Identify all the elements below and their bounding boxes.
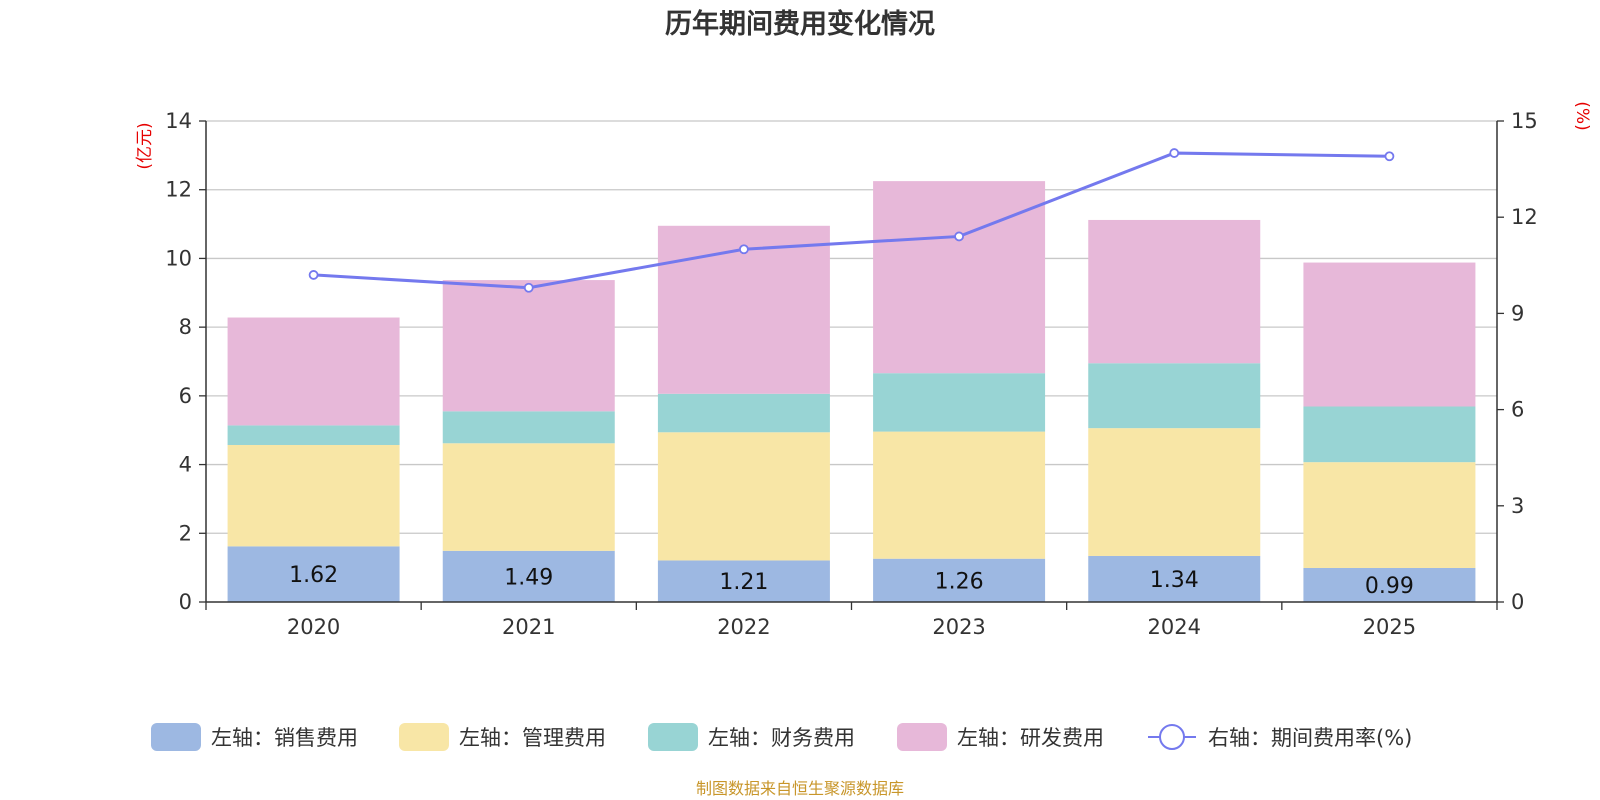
right-tick-label: 3 (1511, 494, 1524, 518)
bar-1-2021 (442, 443, 615, 551)
source-note: 制图数据来自恒生聚源数据库 (696, 779, 904, 798)
x-tick-label: 2025 (1363, 615, 1416, 639)
left-tick-label: 0 (179, 590, 192, 614)
legend-label: 左轴：销售费用 (211, 726, 358, 750)
legend-swatch (897, 723, 947, 751)
bar-3-2020 (227, 317, 400, 426)
legend-swatch (648, 723, 698, 751)
bar-3-2024 (1088, 219, 1261, 364)
left-tick-label: 8 (179, 315, 192, 339)
bar-3-2025 (1303, 262, 1476, 407)
legend-label: 左轴：研发费用 (957, 726, 1104, 750)
legend-label: 左轴：管理费用 (459, 726, 606, 750)
legend-label: 右轴：期间费用率(%) (1208, 726, 1412, 750)
bar-1-2022 (657, 432, 830, 561)
bar-2-2022 (657, 393, 830, 433)
bar-0-2024 (1088, 555, 1261, 602)
rate-point-2024 (1169, 148, 1180, 158)
bar-1-2024 (1088, 428, 1261, 556)
bar-1-2025 (1303, 462, 1476, 568)
bar-data-label: 1.26 (935, 569, 984, 594)
left-axis-unit: (亿元) (135, 122, 155, 169)
bar-3-2023 (873, 181, 1046, 374)
bar-0-2025 (1303, 567, 1476, 602)
right-tick-label: 12 (1511, 205, 1538, 229)
bar-data-label: 0.99 (1365, 574, 1414, 599)
x-tick-label: 2022 (717, 615, 770, 639)
chart-title: 历年期间费用变化情况 (665, 8, 935, 40)
right-tick-label: 0 (1511, 590, 1524, 614)
left-tick-label: 12 (165, 178, 192, 202)
bar-2-2025 (1303, 406, 1476, 463)
rate-point-2022 (739, 244, 749, 255)
left-tick-label: 2 (179, 521, 192, 545)
left-tick-label: 10 (165, 246, 192, 270)
axes: 0 2 4 6 8 10 12 14 0 3 6 9 12 15 2020 2021 2022 2023 2024 2… (165, 109, 1537, 639)
legend: 左轴：销售费用 左轴：管理费用 左轴：财务费用 左轴：研发费用 右轴：期间费用率(%) (151, 723, 1412, 751)
bar-series (227, 181, 1476, 602)
right-tick-label: 6 (1511, 398, 1524, 422)
grid-lines (206, 120, 1497, 534)
legend-label: 左轴：财务费用 (708, 726, 855, 750)
x-tick-label: 2023 (932, 615, 985, 639)
x-tick-label: 2020 (287, 615, 340, 639)
left-tick-label: 6 (179, 384, 192, 408)
line-series (308, 148, 1395, 293)
bar-2-2024 (1088, 363, 1261, 429)
bar-0-2020 (227, 546, 400, 602)
bar-3-2021 (442, 280, 615, 412)
rate-point-2020 (308, 270, 319, 280)
bar-0-2021 (442, 550, 615, 602)
bar-2-2021 (442, 411, 615, 444)
rate-point-2023 (954, 231, 964, 242)
bar-1-2023 (873, 431, 1046, 559)
left-tick-label: 4 (179, 453, 192, 477)
bar-1-2020 (227, 444, 400, 547)
bar-0-2022 (657, 560, 830, 602)
legend-circle-icon (1159, 724, 1185, 750)
right-axis-unit: (%) (1572, 101, 1592, 130)
x-tick-label: 2021 (502, 615, 555, 639)
x-tick-label: 2024 (1148, 615, 1201, 639)
legend-swatch (399, 723, 449, 751)
bar-0-2023 (873, 558, 1046, 602)
bar-data-label: 1.21 (719, 570, 768, 595)
right-tick-label: 15 (1511, 109, 1538, 133)
rate-point-2021 (523, 282, 534, 293)
bar-data-label: 1.34 (1150, 568, 1199, 593)
data-labels: 1.62 1.49 1.21 1.26 1.34 0.99 (289, 563, 1414, 599)
bar-data-label: 1.49 (504, 565, 553, 590)
legend-swatch (151, 723, 201, 751)
rate-line (313, 151, 1390, 290)
right-tick-label: 9 (1511, 301, 1524, 325)
bar-2-2023 (873, 373, 1046, 432)
bar-data-label: 1.62 (289, 563, 338, 588)
bar-2-2020 (227, 425, 400, 445)
rate-point-2025 (1384, 151, 1395, 162)
left-tick-label: 14 (165, 109, 192, 133)
